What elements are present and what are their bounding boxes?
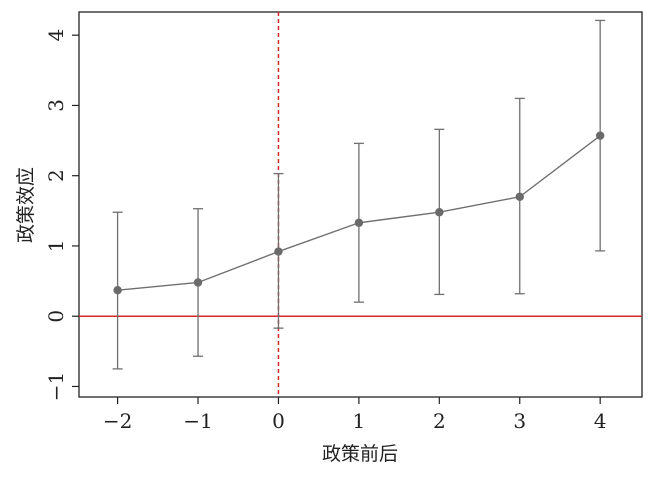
x-tick-label: −1 [183,409,212,433]
x-tick-label: 3 [513,409,526,433]
y-tick-label: −1 [44,372,68,401]
plot-frame [78,11,643,398]
data-point-0 [113,286,122,295]
x-tick-label: 0 [272,409,285,433]
y-axis-ticks: −1 0 1 2 3 4 [44,29,79,401]
y-tick-label: 0 [44,310,68,323]
x-axis-ticks: −2 −1 0 1 2 3 4 [103,397,607,433]
data-point-3 [354,218,364,227]
x-tick-label: 2 [433,409,446,433]
data-point-6 [595,131,605,140]
data-point-5 [515,192,524,201]
data-point-1 [193,278,203,287]
reference-lines [79,12,642,397]
x-tick-label: −2 [103,409,132,433]
x-axis-title: 政策前后 [322,443,398,465]
data-points [113,131,605,295]
y-axis-title: 政策效应 [15,167,37,243]
x-tick-label: 1 [353,409,366,433]
x-tick-label: 4 [594,409,607,433]
y-tick-label: 2 [44,169,68,182]
data-point-4 [435,208,444,217]
y-tick-label: 1 [44,240,68,253]
y-tick-label: 3 [44,99,68,112]
data-point-2 [274,247,283,256]
y-tick-label: 4 [44,29,68,42]
